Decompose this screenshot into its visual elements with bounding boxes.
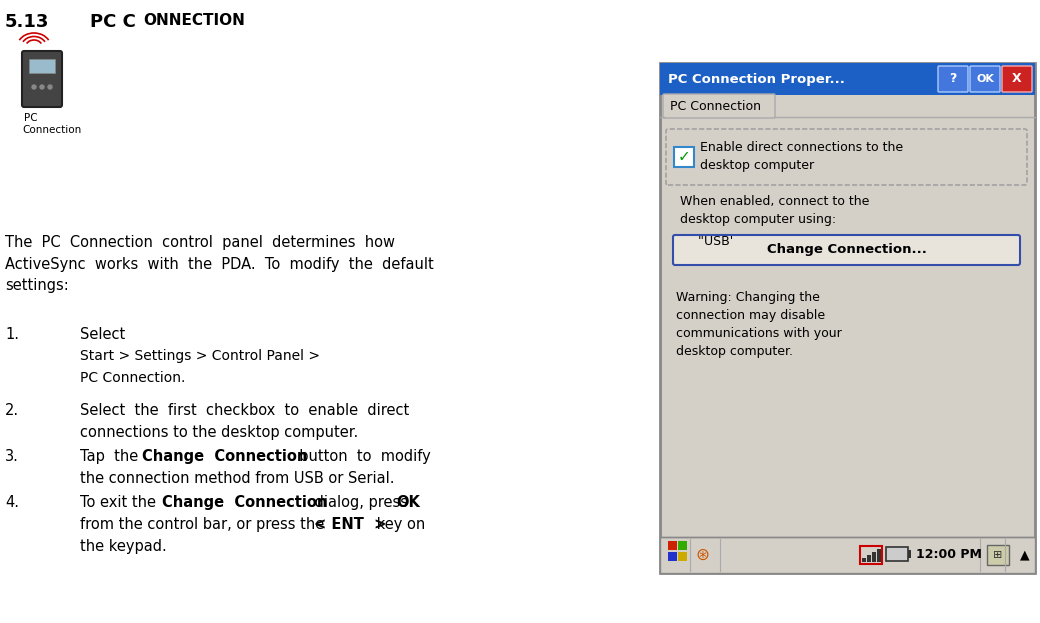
Text: the keypad.: the keypad. xyxy=(80,539,166,554)
Text: Warning: Changing the: Warning: Changing the xyxy=(676,291,820,304)
Bar xyxy=(987,545,1009,565)
Text: desktop computer: desktop computer xyxy=(700,159,814,172)
Bar xyxy=(668,541,677,550)
Circle shape xyxy=(40,85,44,89)
Bar xyxy=(886,547,908,561)
Bar xyxy=(660,63,1035,573)
Text: ONNECTION: ONNECTION xyxy=(144,13,244,28)
Text: PC C: PC C xyxy=(90,13,136,31)
Text: Change  Connection: Change Connection xyxy=(162,495,328,510)
Circle shape xyxy=(48,85,52,89)
Bar xyxy=(867,555,872,562)
Text: Enable direct connections to the: Enable direct connections to the xyxy=(700,141,903,154)
Text: < ENT  >: < ENT > xyxy=(314,517,387,532)
Text: desktop computer using:: desktop computer using: xyxy=(680,213,836,226)
Text: PC Connection Proper...: PC Connection Proper... xyxy=(668,72,844,85)
Text: connection may disable: connection may disable xyxy=(676,309,825,322)
Bar xyxy=(660,63,1035,95)
Text: key on: key on xyxy=(372,517,425,532)
Text: connections to the desktop computer.: connections to the desktop computer. xyxy=(80,425,358,440)
FancyBboxPatch shape xyxy=(970,66,1000,92)
Text: Select  the  first  checkbox  to  enable  direct: Select the first checkbox to enable dire… xyxy=(80,403,410,418)
Text: from the control bar, or press the: from the control bar, or press the xyxy=(80,517,329,532)
Bar xyxy=(862,558,866,562)
Text: 5.13: 5.13 xyxy=(5,13,49,31)
Text: 4.: 4. xyxy=(5,495,19,510)
FancyBboxPatch shape xyxy=(22,51,62,107)
Text: communications with your: communications with your xyxy=(676,327,841,340)
Bar xyxy=(660,537,1035,573)
Bar xyxy=(29,59,55,73)
Text: To exit the: To exit the xyxy=(80,495,160,510)
Text: OK: OK xyxy=(396,495,420,510)
Text: Change Connection...: Change Connection... xyxy=(766,244,927,257)
Bar xyxy=(674,147,694,167)
Text: button  to  modify: button to modify xyxy=(290,449,431,464)
Text: OK: OK xyxy=(977,74,994,84)
Text: ⊛: ⊛ xyxy=(695,546,709,564)
Text: ✓: ✓ xyxy=(678,150,691,164)
FancyBboxPatch shape xyxy=(673,235,1020,265)
FancyBboxPatch shape xyxy=(1002,66,1032,92)
Text: PC Connection.: PC Connection. xyxy=(80,371,185,385)
Text: 12:00 PM: 12:00 PM xyxy=(916,548,982,561)
Text: ▲: ▲ xyxy=(1020,548,1030,561)
Bar xyxy=(668,552,677,561)
Text: 1.: 1. xyxy=(5,327,19,342)
Bar xyxy=(877,549,881,562)
FancyBboxPatch shape xyxy=(664,94,775,118)
Bar xyxy=(678,552,687,561)
Text: ''USB': ''USB' xyxy=(698,235,734,248)
Text: Tap  the: Tap the xyxy=(80,449,142,464)
Text: ⊞: ⊞ xyxy=(993,550,1003,560)
Text: ?: ? xyxy=(950,72,957,85)
Bar xyxy=(908,550,911,558)
Text: Start > Settings > Control Panel >: Start > Settings > Control Panel > xyxy=(80,349,320,363)
Text: When enabled, connect to the: When enabled, connect to the xyxy=(680,195,869,208)
Bar xyxy=(860,546,882,564)
Circle shape xyxy=(32,85,36,89)
Text: Change  Connection: Change Connection xyxy=(142,449,308,464)
Bar xyxy=(872,552,876,562)
FancyBboxPatch shape xyxy=(666,129,1028,185)
Text: Connection: Connection xyxy=(22,125,81,135)
Text: Select: Select xyxy=(80,327,125,342)
Text: The  PC  Connection  control  panel  determines  how
ActiveSync  works  with  th: The PC Connection control panel determin… xyxy=(5,235,434,293)
Text: 3.: 3. xyxy=(5,449,19,464)
Bar xyxy=(678,541,687,550)
Text: 2.: 2. xyxy=(5,403,19,418)
Text: PC: PC xyxy=(24,113,37,123)
Text: PC Connection: PC Connection xyxy=(670,100,761,113)
Text: the connection method from USB or Serial.: the connection method from USB or Serial… xyxy=(80,471,394,486)
FancyBboxPatch shape xyxy=(938,66,968,92)
Text: dialog, press: dialog, press xyxy=(310,495,413,510)
Text: X: X xyxy=(1012,72,1022,85)
Text: desktop computer.: desktop computer. xyxy=(676,345,794,358)
